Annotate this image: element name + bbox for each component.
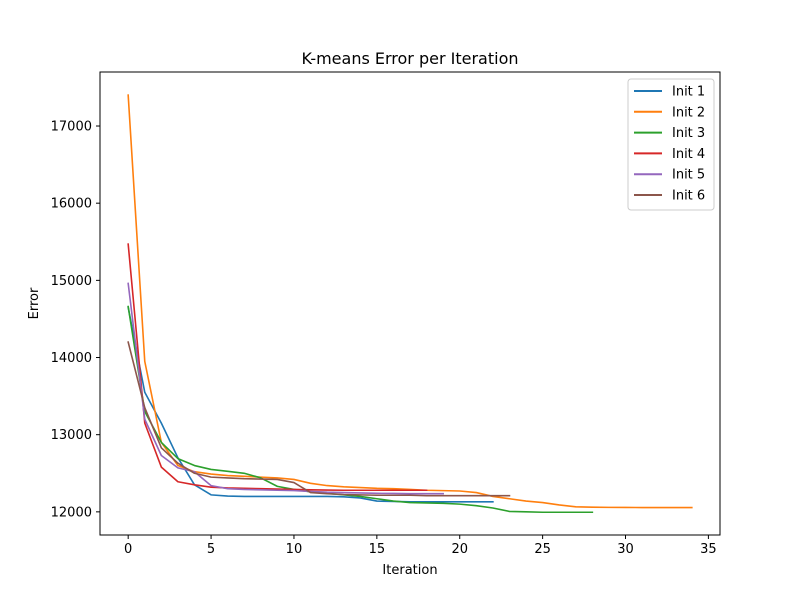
legend: Init 1 Init 2 Init 3 Init 4 Init 5 Init 6 [627, 78, 715, 211]
legend-label-5: Init 5 [672, 168, 705, 183]
x-tick-label: 35 [700, 542, 717, 557]
plot-frame [99, 71, 721, 536]
y-axis-ticks: 12000 13000 14000 15000 16000 17000 [51, 120, 100, 520]
legend-label-3: Init 3 [672, 126, 705, 141]
legend-label-4: Init 4 [672, 147, 705, 162]
series-lines [127, 94, 693, 514]
x-tick-label: 30 [617, 542, 634, 557]
y-tick-label: 13000 [51, 428, 92, 443]
x-axis-label: Iteration [382, 563, 437, 578]
x-tick-label: 10 [286, 542, 303, 557]
x-tick-label: 5 [207, 542, 215, 557]
y-tick-label: 12000 [51, 505, 92, 520]
y-tick-label: 17000 [51, 120, 92, 135]
legend-label-1: Init 1 [672, 85, 705, 100]
legend-label-6: Init 6 [672, 189, 705, 204]
y-tick-label: 14000 [51, 351, 92, 366]
x-tick-label: 0 [124, 542, 132, 557]
series-line-6 [127, 341, 511, 497]
x-tick-label: 15 [369, 542, 386, 557]
series-line-5 [127, 282, 444, 495]
x-axis-ticks: 0 5 10 15 20 25 30 35 [124, 535, 717, 557]
series-line-1 [127, 306, 494, 503]
series-line-4 [127, 243, 428, 492]
legend-label-2: Init 2 [672, 105, 705, 120]
x-tick-label: 25 [534, 542, 551, 557]
y-tick-label: 15000 [51, 274, 92, 289]
series-line-3 [127, 305, 594, 514]
chart-title: K-means Error per Iteration [302, 49, 519, 68]
y-axis-label: Error [27, 287, 42, 319]
y-tick-label: 16000 [51, 197, 92, 212]
x-tick-label: 20 [451, 542, 468, 557]
